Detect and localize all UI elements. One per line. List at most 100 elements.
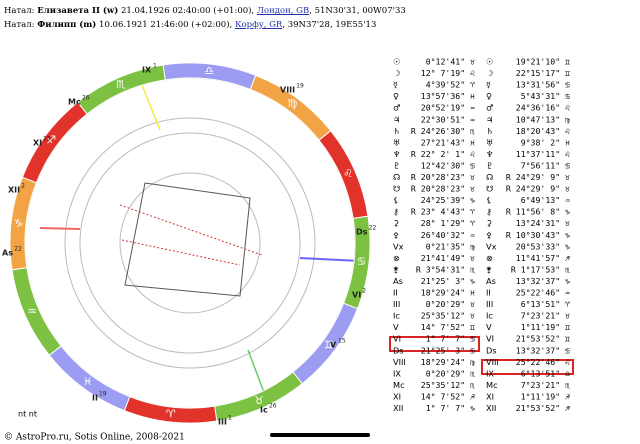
sign-glyph: ♋ — [356, 255, 366, 268]
position: 0°20'29" ♏ — [426, 368, 475, 378]
symbol: VI — [393, 334, 401, 344]
house-degree: 1 — [153, 63, 157, 70]
symbol: XII — [393, 403, 403, 413]
position: 6°13'51" ♎ — [521, 368, 570, 378]
symbol: ♇ — [393, 160, 400, 170]
position: 20°52'19" ♒ — [421, 103, 475, 113]
symbol: ⚳ — [393, 218, 399, 228]
symbol: ⚵ — [486, 264, 492, 274]
position: 13°32'37" ♋ — [516, 345, 570, 355]
position: 20°53'33" ♑ — [516, 241, 570, 251]
position: 1°11'19" ♊ — [521, 322, 570, 332]
house-label: VI — [352, 291, 361, 300]
symbol: ♇ — [486, 160, 493, 170]
position: 6°49'13" ♒ — [521, 195, 570, 205]
coords: , 39N37'28, 19E55'13 — [282, 20, 377, 30]
position: 5°43'31" ♋ — [521, 91, 570, 101]
position: 25°35'12" ♏ — [421, 380, 475, 390]
position: 7°23'21" ♏ — [521, 380, 570, 390]
ring — [119, 172, 261, 314]
position: R 24°26'30" ♏ — [411, 126, 475, 136]
position: 27°21'43" ♓ — [421, 137, 475, 147]
position: 21°53'52" ♐ — [516, 403, 570, 413]
position: 25°35'12" ♉ — [421, 311, 475, 321]
sign-glyph: ♈ — [166, 407, 176, 420]
position: 21°25' 3" ♑ — [421, 276, 475, 286]
prefix: Натал: — [4, 6, 35, 16]
coords: , 51N30'31, 00W07'33 — [309, 6, 406, 16]
position: 1°11'19" ♐ — [521, 391, 570, 401]
position: R 24°29' 9" ♉ — [506, 184, 570, 194]
sign-glyph: ♒ — [27, 305, 37, 318]
symbol: ♄ — [393, 126, 400, 136]
position: R 20°28'23" ♉ — [411, 172, 475, 182]
symbol: ⊗ — [393, 253, 400, 263]
sign-glyph: ♎ — [204, 65, 214, 78]
house-degree: 1 — [228, 415, 232, 422]
symbol: ⊗ — [486, 253, 493, 263]
position: 12°42'30" ♋ — [421, 160, 475, 170]
highlight-box — [389, 336, 480, 352]
position: 4°39'52" ♈ — [426, 80, 475, 90]
symbol: II — [393, 288, 398, 298]
symbol: VI — [486, 334, 494, 344]
symbol: ♂ — [393, 103, 401, 113]
position: 7°23'21" ♉ — [521, 311, 570, 321]
symbol: ⚴ — [393, 230, 399, 240]
sign-glyph: ♌ — [343, 167, 353, 180]
house-degree: 26 — [269, 403, 277, 410]
position: 21°25' 3" ♋ — [421, 345, 475, 355]
marker: nt nt — [18, 410, 37, 419]
house-degree: 22 — [14, 246, 22, 253]
name: Елизавета II (w) — [37, 6, 119, 16]
position: 25°22'46" ♒ — [516, 288, 570, 298]
position: 13°32'37" ♑ — [516, 276, 570, 286]
symbol: ♃ — [486, 114, 493, 124]
symbol: IX — [393, 368, 401, 378]
position: 9°38' 2" ♓ — [521, 137, 570, 147]
details: 21.04.1926 02:40:00 (+01:00), — [120, 6, 255, 16]
symbol: ♃ — [393, 114, 400, 124]
ring — [64, 117, 316, 369]
position: R 11°56' 8" ♑ — [506, 207, 570, 217]
symbol: V — [393, 322, 399, 332]
aspect-line — [119, 204, 263, 256]
house-label: XI — [33, 139, 42, 148]
cusp-line — [247, 349, 266, 396]
symbol: Mc — [486, 380, 498, 390]
symbol: III — [393, 299, 400, 309]
house-label: VIII — [280, 86, 295, 95]
sign-glyph: ♉ — [254, 394, 264, 407]
symbol: ☉ — [486, 57, 493, 67]
position: R 10°30'43" ♑ — [506, 230, 570, 240]
position: 13°57'36" ♓ — [421, 91, 475, 101]
symbol: XI — [393, 391, 401, 401]
ring — [24, 77, 356, 409]
cusp-line — [299, 257, 361, 262]
prefix: Натал: — [4, 20, 35, 30]
place-link[interactable]: Лондон, GB — [256, 6, 310, 16]
place-link[interactable]: Корфу, GR — [234, 20, 283, 30]
position: 1° 7' 7" ♑ — [426, 403, 475, 413]
sign-glyph: ♍ — [287, 97, 297, 110]
header-line: Натал: Филипп (m) 10.06.1921 21:46:00 (+… — [4, 20, 376, 30]
position: 21°53'52" ♊ — [516, 334, 570, 344]
house-label: IX — [142, 66, 152, 75]
position: 18°29'24" ♍ — [421, 357, 475, 367]
details: 10.06.1921 21:46:00 (+02:00), — [99, 20, 233, 30]
house-degree: 2 — [362, 288, 366, 295]
position: 18°29'24" ♓ — [421, 288, 475, 298]
symbol: ⚸ — [486, 195, 492, 205]
position: 14° 7'52" ♐ — [421, 391, 475, 401]
position: 1° 7' 7" ♋ — [426, 334, 475, 344]
house-degree: 15 — [338, 338, 346, 345]
house-degree: 19 — [296, 83, 304, 90]
position: 12° 7'19" ♌ — [421, 68, 475, 78]
house-label: V — [330, 341, 337, 350]
aspect-square — [124, 182, 251, 297]
position: 11°41'57" ♐ — [516, 253, 570, 263]
symbol: ♀ — [486, 91, 492, 101]
sign-glyph: ♑ — [14, 217, 24, 230]
house-label: III — [218, 418, 227, 427]
